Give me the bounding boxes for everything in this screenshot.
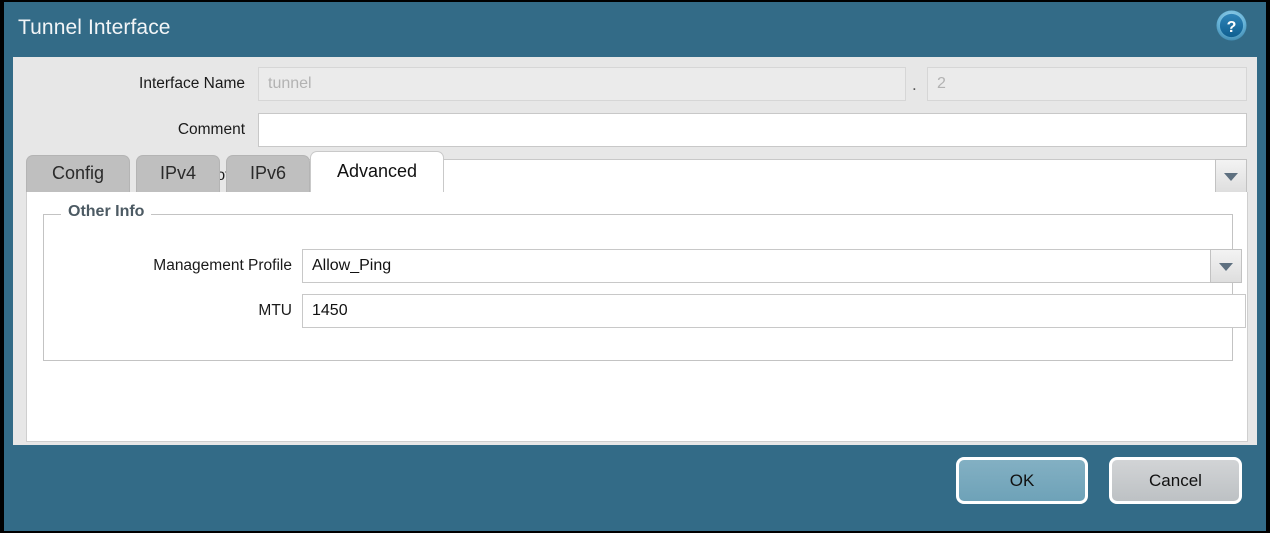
cancel-button[interactable]: Cancel	[1109, 457, 1242, 504]
management-profile-select-value[interactable]: Allow_Ping	[302, 249, 1210, 283]
mtu-row: MTU 1450	[44, 294, 1246, 330]
ok-button[interactable]: OK	[956, 457, 1088, 504]
tab-config[interactable]: Config	[26, 155, 130, 192]
tab-ipv4[interactable]: IPv4	[136, 155, 220, 192]
svg-text:?: ?	[1227, 19, 1237, 36]
comment-label: Comment	[177, 121, 245, 138]
tab-strip: Config IPv4 IPv6 Advanced	[13, 151, 1257, 192]
dialog-titlebar: Tunnel Interface ?	[4, 2, 1266, 57]
chevron-down-glyph	[1219, 263, 1233, 271]
interface-name-separator: .	[912, 75, 917, 94]
interface-name-unit-input[interactable]: 2	[927, 67, 1247, 101]
other-info-legend: Other Info	[61, 203, 152, 221]
management-profile-label: Management Profile	[153, 257, 292, 274]
chevron-down-glyph	[1224, 173, 1238, 181]
advanced-tab-panel: Other Info Management Profile Allow_Ping…	[26, 192, 1248, 442]
interface-name-prefix-input[interactable]: tunnel	[258, 67, 906, 101]
comment-input[interactable]	[258, 113, 1247, 147]
dialog-title: Tunnel Interface	[18, 16, 171, 39]
dialog-footer: OK Cancel	[4, 445, 1266, 531]
interface-name-row: Interface Name tunnel . 2	[13, 67, 1257, 105]
other-info-fieldset: Other Info Management Profile Allow_Ping…	[43, 203, 1246, 361]
interface-name-label: Interface Name	[139, 75, 245, 92]
mtu-input[interactable]: 1450	[302, 294, 1246, 328]
management-profile-chevron-down-icon[interactable]	[1210, 249, 1242, 283]
comment-row: Comment	[13, 113, 1257, 151]
netflow-profile-chevron-down-icon[interactable]	[1215, 159, 1247, 193]
tab-ipv6[interactable]: IPv6	[226, 155, 310, 192]
mtu-label: MTU	[258, 302, 292, 319]
help-circle-icon[interactable]: ?	[1216, 10, 1247, 41]
tab-advanced[interactable]: Advanced	[310, 151, 444, 192]
tunnel-interface-dialog: Tunnel Interface ?	[4, 2, 1266, 531]
management-profile-row: Management Profile Allow_Ping	[44, 249, 1242, 285]
